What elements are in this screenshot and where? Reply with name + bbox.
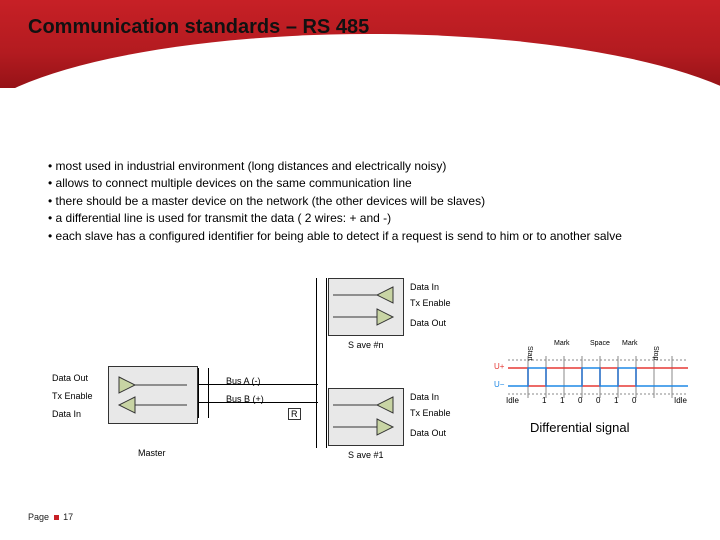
riser xyxy=(198,368,199,418)
slave-1-tx-enable: Tx Enable xyxy=(410,408,451,418)
slave-n-drivers-icon xyxy=(329,279,403,335)
bit-2: 0 xyxy=(578,396,582,405)
riser xyxy=(208,368,209,418)
termination-resistor: R xyxy=(288,408,301,420)
idle-label-left: Idle xyxy=(506,396,519,405)
master-data-in: Data In xyxy=(52,409,81,419)
slave-n-box xyxy=(328,278,404,336)
slave-n-tx-enable: Tx Enable xyxy=(410,298,451,308)
mark-label: Mark xyxy=(554,340,570,347)
page-footer: Page 17 xyxy=(28,512,73,522)
rs485-diagram: Bus A (-) Bus B (+) Data Out Tx Enable D… xyxy=(48,278,478,488)
idle-label-right: Idle xyxy=(674,396,687,405)
master-box xyxy=(108,366,198,424)
bit-4: 1 xyxy=(614,396,618,405)
master-drivers-icon xyxy=(109,367,197,423)
master-tx-enable: Tx Enable xyxy=(52,391,93,401)
slave-n-data-in: Data In xyxy=(410,282,439,292)
page-number: 17 xyxy=(63,512,73,522)
stop-label: Stop xyxy=(652,346,659,360)
bullet-item: • allows to connect multiple devices on … xyxy=(48,175,688,192)
bit-5: 0 xyxy=(632,396,636,405)
bit-0: 1 xyxy=(542,396,546,405)
riser xyxy=(316,278,317,448)
differential-caption: Differential signal xyxy=(530,420,629,435)
page-title: Communication standards – RS 485 xyxy=(28,16,369,39)
u-plus-label: U+ xyxy=(494,362,504,371)
slave-1-label: S ave #1 xyxy=(348,450,384,460)
slave-1-data-in: Data In xyxy=(410,392,439,402)
start-label: Start xyxy=(526,346,533,361)
bus-a-label: Bus A (-) xyxy=(226,376,261,386)
differential-signal-figure: U+ U− Idle Start 1 1 0 0 1 0 Stop Idle M… xyxy=(498,350,698,470)
mark-label-2: Mark xyxy=(622,340,638,347)
bullet-list: • most used in industrial environment (l… xyxy=(48,158,688,245)
bullet-item: • a differential line is used for transm… xyxy=(48,210,688,227)
slave-n-data-out: Data Out xyxy=(410,318,446,328)
u-minus-label: U− xyxy=(494,380,504,389)
master-label: Master xyxy=(138,448,166,458)
page-word: Page xyxy=(28,512,49,522)
bus-b-label: Bus B (+) xyxy=(226,394,264,404)
bullet-item: • most used in industrial environment (l… xyxy=(48,158,688,175)
bit-1: 1 xyxy=(560,396,564,405)
footer-square-icon xyxy=(54,515,59,520)
slave-n-label: S ave #n xyxy=(348,340,384,350)
bit-3: 0 xyxy=(596,396,600,405)
slave-1-box xyxy=(328,388,404,446)
slave-1-data-out: Data Out xyxy=(410,428,446,438)
slave-1-drivers-icon xyxy=(329,389,403,445)
bullet-item: • there should be a master device on the… xyxy=(48,193,688,210)
riser xyxy=(326,278,327,448)
space-label: Space xyxy=(590,340,610,347)
bullet-item: • each slave has a configured identifier… xyxy=(48,228,688,245)
master-data-out: Data Out xyxy=(52,373,88,383)
slide: Communication standards – RS 485 • most … xyxy=(0,0,720,540)
